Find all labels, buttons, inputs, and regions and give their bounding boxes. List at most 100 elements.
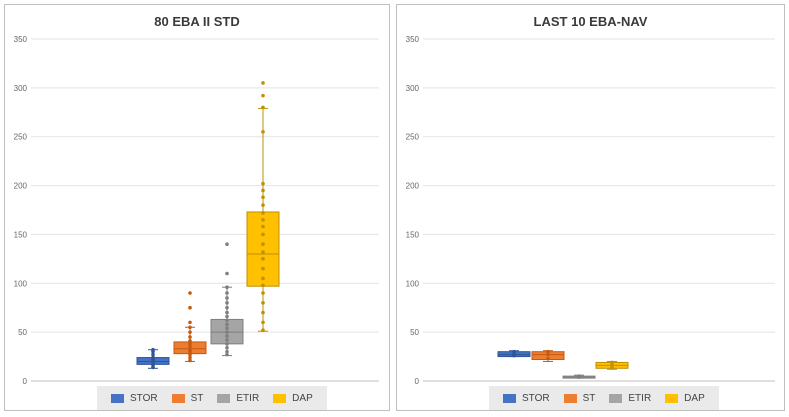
legend-item-dap: DAP: [273, 393, 313, 404]
data-point: [261, 328, 265, 332]
data-point: [225, 285, 229, 289]
data-point: [188, 330, 192, 334]
data-point: [225, 301, 229, 305]
chart-panel-left: 80 EBA II STD 0 50 100 150 200 250 300 350 STOR…: [4, 4, 390, 411]
data-point: [188, 305, 192, 310]
legend-label: ST: [190, 392, 204, 404]
y-tick-label: 0: [415, 377, 420, 386]
y-tick-label: 350: [14, 35, 28, 44]
legend-label: DAP: [292, 392, 313, 404]
data-point: [261, 203, 265, 207]
data-point: [188, 320, 192, 325]
data-point: [225, 296, 229, 300]
data-point: [261, 283, 265, 288]
data-point: [151, 355, 155, 360]
legend-item-stor: STOR: [503, 393, 550, 404]
legend-swatch: [171, 393, 185, 403]
legend-label: DAP: [684, 392, 705, 404]
data-point: [225, 271, 229, 276]
y-tick-label: 0: [23, 377, 28, 386]
data-point: [610, 365, 614, 370]
legend-label: ETIR: [628, 392, 652, 404]
data-point: [225, 330, 229, 334]
legend-item-etir: ETIR: [217, 393, 259, 404]
y-tick-label: 150: [406, 230, 420, 239]
legend-item-dap: DAP: [665, 393, 705, 404]
legend-swatch: [111, 393, 124, 403]
box-dap: [246, 211, 280, 287]
data-point: [225, 345, 229, 350]
box-plot: 0 50 100 150 200 250 300 350: [14, 35, 379, 386]
y-tick-label: 200: [406, 182, 420, 191]
legend: STOR ST ETIR DAP: [97, 386, 327, 410]
y-tick-label: 100: [14, 279, 28, 288]
data-point: [225, 314, 229, 319]
data-point: [225, 318, 229, 323]
y-tick-label: 250: [406, 133, 420, 142]
y-tick-label: 50: [18, 328, 27, 337]
data-point: [261, 301, 265, 305]
data-point: [225, 310, 229, 315]
data-point: [261, 181, 265, 186]
legend-item-stor: STOR: [111, 393, 158, 404]
data-point: [546, 349, 550, 354]
data-point: [151, 347, 155, 352]
y-tick-label: 50: [410, 328, 419, 337]
data-point: [188, 291, 192, 295]
data-point: [225, 242, 229, 246]
legend-swatch: [217, 393, 231, 403]
y-tick-label: 200: [14, 182, 28, 191]
legend-swatch: [503, 393, 516, 403]
data-point: [188, 347, 192, 352]
data-point: [188, 339, 192, 343]
data-point: [261, 257, 265, 261]
data-point: [261, 320, 265, 325]
y-tick-label: 300: [14, 84, 28, 93]
y-tick-label: 100: [406, 279, 420, 288]
data-point: [151, 352, 155, 357]
data-point: [225, 326, 229, 331]
data-point: [188, 342, 192, 346]
data-point: [546, 352, 550, 357]
data-point: [225, 349, 229, 354]
y-tick-label: 300: [406, 84, 420, 93]
data-point: [225, 352, 229, 357]
legend: STOR ST ETIR DAP: [489, 386, 719, 410]
legend-swatch: [563, 393, 577, 403]
data-point: [261, 195, 265, 200]
legend-swatch: [665, 393, 679, 403]
legend-swatch: [609, 393, 623, 403]
data-point: [261, 188, 265, 193]
legend-item-etir: ETIR: [609, 393, 651, 404]
data-point: [546, 356, 550, 361]
data-point: [188, 335, 192, 339]
data-point: [261, 242, 265, 246]
chart-title: LAST 10 EBA-NAV: [533, 14, 648, 29]
data-point: [261, 105, 265, 110]
data-point: [225, 291, 229, 295]
legend-item-st: ST: [563, 392, 596, 404]
data-point: [188, 352, 192, 357]
data-point: [577, 374, 581, 378]
data-point: [225, 305, 229, 310]
legend-label: ST: [582, 392, 596, 404]
legend-label: STOR: [522, 392, 550, 404]
chart-panel-right: LAST 10 EBA-NAV 0 50 100 150 200 250 300 350 ST…: [396, 4, 785, 411]
data-point: [261, 250, 265, 254]
y-tick-label: 250: [14, 133, 28, 142]
box-plot: 0 50 100 150 200 250 300 350: [406, 35, 775, 386]
data-point: [261, 232, 265, 237]
data-point: [261, 291, 265, 295]
data-point: [188, 358, 192, 363]
data-point: [188, 345, 192, 349]
legend-label: STOR: [130, 392, 158, 404]
data-point: [225, 338, 229, 342]
data-point: [261, 81, 265, 85]
data-point: [261, 266, 265, 271]
data-point: [225, 322, 229, 327]
chart-title: 80 EBA II STD: [154, 14, 240, 29]
y-tick-label: 150: [14, 230, 28, 239]
data-point: [512, 349, 516, 354]
data-point: [261, 130, 265, 134]
data-point: [261, 93, 265, 98]
